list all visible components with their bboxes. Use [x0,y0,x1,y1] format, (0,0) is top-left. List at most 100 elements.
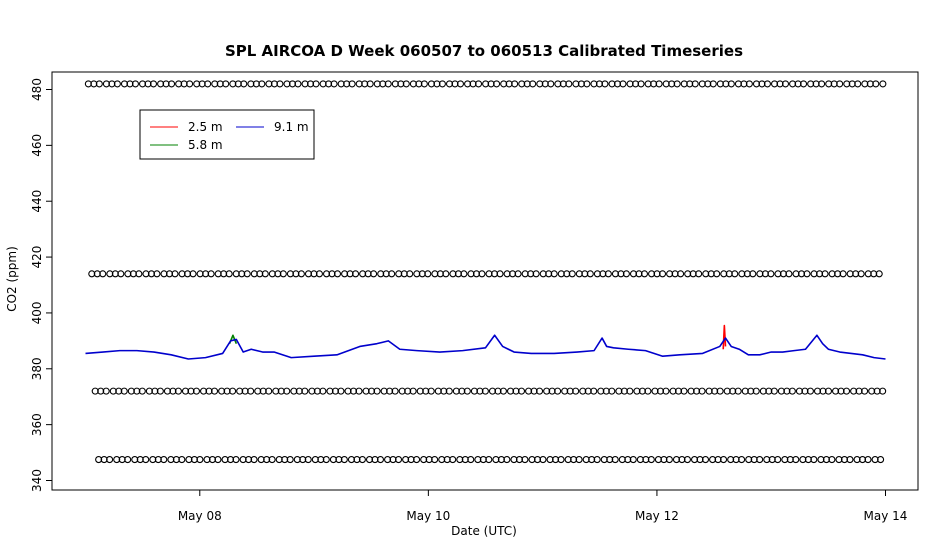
calibration-marker [174,387,182,395]
calibration-marker [376,456,385,464]
calibration-marker [120,387,128,395]
calibration-marker [113,80,121,88]
calibration-marker [370,270,378,278]
calibration-marker [839,270,847,278]
calibration-marker [261,270,269,278]
calibration-marker [373,387,381,395]
calibration-marker [536,387,544,395]
calibration-marker [352,270,360,278]
calibration-marker [586,270,594,278]
calibration-marker [496,270,504,278]
calibration-marker [406,270,414,278]
calibration-marker [358,456,366,464]
calibration-marker [485,456,493,464]
calibration-marker [456,80,465,88]
chart-title: SPL AIRCOA D Week 060507 to 060513 Calib… [225,42,743,60]
calibration-marker [449,456,457,464]
calibration-marker [662,387,670,395]
calibration-marker [583,80,591,88]
legend-label-5-8m: 5.8 m [188,138,223,152]
calibration-marker [474,80,483,88]
calibration-marker [402,80,410,88]
calibration-marker [99,270,107,278]
x-tick-label: May 14 [864,509,908,523]
calibration-marker [673,80,681,88]
calibration-marker [785,270,793,278]
calibration-marker [514,270,522,278]
calibration-marker [720,456,728,464]
calibration-marker [102,387,110,395]
calibration-marker [738,456,746,464]
calibration-marker [394,456,403,464]
calibration-marker [420,80,428,88]
calibration-marker [384,80,392,88]
calibration-marker [655,80,663,88]
calibration-marker [463,387,471,395]
calibration-marker [554,387,562,395]
calibration-marker [301,387,309,395]
calibration-marker [413,456,421,464]
calibration-marker [131,80,139,88]
calibration-marker [547,80,555,88]
calibration-marker [124,456,132,464]
calibration-marker [243,270,251,278]
calibration-marker [153,270,161,278]
calibration-marker [312,80,320,88]
x-tick-label: May 08 [178,509,222,523]
x-axis: May 08 May 10 May 12 May 14 [178,489,908,523]
calibration-marker [445,387,453,395]
calibration-marker [171,270,179,278]
calibration-marker [763,80,771,88]
calibration-marker [709,80,717,88]
y-axis-label: CO2 (ppm) [5,246,19,312]
calibration-marker [337,387,345,395]
calibration-marker [135,270,143,278]
calibration-marker [622,270,630,278]
calibration-marker [391,387,399,395]
calibration-marker [879,80,887,88]
calibration-marker [601,80,609,88]
calibration-marker [517,387,526,395]
y-tick-label: 420 [30,246,44,269]
calibration-marker [388,270,396,278]
x-tick-label: May 10 [406,509,450,523]
calibration-marker [593,456,601,464]
calibration-marker [355,387,363,395]
calibration-marker [629,456,637,464]
x-tick-label: May 12 [635,509,679,523]
calibration-marker [529,80,537,88]
calibration-marker [427,387,435,395]
calibration-marker [160,456,168,464]
calibration-marker [846,456,854,464]
calibration-marker [442,270,450,278]
y-tick-label: 340 [30,469,44,492]
calibration-marker [478,270,486,278]
calibration-marker [590,387,598,395]
calibration-marker [698,387,706,395]
calibration-marker [196,456,204,464]
calibration-marker [460,270,468,278]
calibration-marker [138,387,146,395]
calibration-marker [204,80,212,88]
calibration-marker [800,80,808,88]
calibration-marker [319,387,327,395]
calibration-marker [821,270,829,278]
calibration-marker [297,270,305,278]
series-layer [85,324,886,360]
calibration-marker [258,80,266,88]
calibration-marker [872,80,880,88]
calibration-marker [611,456,619,464]
calibration-marker [229,387,237,395]
calibration-marker [189,270,197,278]
calibration-marker [210,387,219,395]
calibration-marker [770,387,778,395]
calibration-marker [156,387,164,395]
calibration-marker [861,387,869,395]
calibration-marker [665,456,673,464]
calibration-marker [619,80,627,88]
calibration-marker [713,270,721,278]
calibration-marker [521,456,529,464]
calibration-marker [842,387,851,395]
calibration-marker [557,456,565,464]
calibration-marker [875,270,883,278]
